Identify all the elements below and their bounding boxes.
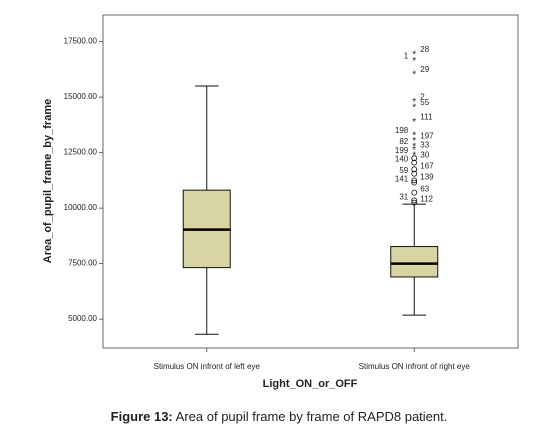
outlier-label: 139 [420,172,434,181]
outlier-label: 140 [395,155,409,164]
extreme-outlier: * [412,142,416,153]
extreme-outlier: * [412,145,416,156]
outlier [411,159,418,166]
outlier-label: 30 [420,150,429,159]
outlier-label: 199 [395,146,409,155]
outlier-label: 112 [420,195,433,204]
outlier-label: 29 [420,65,429,74]
plot-frame [102,14,519,349]
outlier [411,179,418,186]
outlier-label: 82 [399,137,408,146]
outlier-label: 2 [420,93,425,102]
extreme-outlier: * [412,97,416,108]
outlier-label: 1 [404,52,409,61]
outlier-label: 59 [399,166,408,175]
outlier [411,170,418,177]
outlier-label: 28 [420,45,429,54]
extreme-outlier: * [412,69,416,80]
box [390,246,439,278]
outlier [411,197,418,204]
caption-label: Figure 13: [111,409,173,424]
extreme-outlier: * [412,49,416,60]
caption-text: Area of pupil frame by frame of RAPD8 pa… [176,409,448,424]
y-tick-label: 7500.00 [68,259,97,268]
outlier [411,155,418,162]
outlier-label: 141 [395,175,409,184]
outlier-label: 33 [420,140,429,149]
extreme-outlier: * [412,56,416,67]
y-tick-label: 17500.00 [64,37,98,46]
caption: Figure 13: Area of pupil frame by frame … [111,409,448,424]
y-tick-label: 5000.00 [68,314,97,323]
outlier-label: 198 [395,126,409,135]
x-tick-label: Stimulus ON infront of right eye [359,362,471,371]
extreme-outlier: * [412,130,416,141]
x-tick-label: Stimulus ON infront of left eye [154,362,261,371]
outlier-label: 63 [420,185,429,194]
extreme-outlier: * [412,136,416,147]
y-tick-label: 12500.00 [64,148,98,157]
outlier-label: 167 [420,161,434,170]
outlier-label: 111 [420,113,433,122]
y-tick-label: 10000.00 [64,203,98,212]
outlier [411,189,418,196]
outlier [411,199,418,206]
outlier-label: 55 [420,98,429,107]
outlier [411,166,418,173]
x-axis-label: Light_ON_or_OFF [263,378,358,390]
outlier-label: 31 [399,192,408,201]
y-tick-label: 15000.00 [64,92,98,101]
y-axis-label: Area_of_pupil_frame_by_frame [42,99,54,263]
outlier-label: 197 [420,131,434,140]
extreme-outlier: * [412,117,416,128]
extreme-outlier: * [412,103,416,114]
outlier [411,177,418,184]
